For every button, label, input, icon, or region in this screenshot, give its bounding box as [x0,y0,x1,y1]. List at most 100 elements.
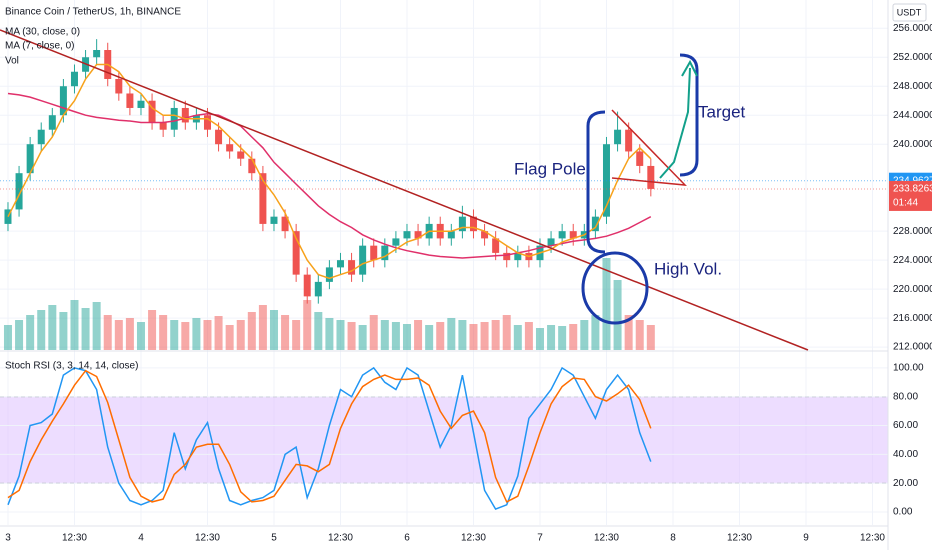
line-series [7,63,652,280]
candle-body [226,144,234,152]
volume-bar [203,320,212,350]
volume-bar [447,318,456,350]
y-tick-label: 240.0000 [893,139,932,150]
mark-layer [0,39,888,511]
candle-body [137,100,145,108]
flag-triangle [611,109,687,186]
candle-body [148,100,156,123]
volume-bar [358,325,367,350]
candle-body [514,252,522,261]
volume-bar [70,300,79,350]
x-tick-label: 6 [404,533,410,544]
candle-body [591,216,599,232]
candle-body [126,93,134,108]
candle-body [403,231,411,239]
candle-body [203,115,211,130]
price-label: 233.8263 [893,184,932,195]
volume-bar [535,328,544,350]
volume-bar [192,318,201,350]
candle-body [292,231,300,275]
x-tick-label: 12:30 [860,533,885,544]
x-tick-label: 12:30 [328,533,353,544]
candle-body [492,238,500,253]
candle-body [558,231,566,239]
candle-body [336,260,344,268]
volume-bar [136,322,145,350]
candle-body [248,158,256,174]
volume-bar [547,325,556,350]
volume-bar [303,300,312,350]
x-tick-label: 8 [670,533,676,544]
volume-bar [414,320,423,350]
volume-bar [513,325,522,350]
volume-bar [125,318,134,350]
volume-bar [402,324,411,350]
volume-bar [3,325,12,350]
line-series [7,369,652,503]
indicator-title: Stoch RSI (3, 3, 14, 14, close) [5,361,138,372]
line-series [7,366,652,511]
y-tick-label: 256.0000 [893,23,932,34]
volume-bar [524,322,533,350]
candle-body [170,107,178,130]
y-tick-label: 100.00 [893,362,924,373]
candle-body [647,165,655,189]
volume-bar [425,325,434,350]
candle-body [37,129,45,145]
candle-body [259,173,267,224]
line-series [7,92,652,259]
candle-body [115,78,123,94]
candle-body [159,122,167,130]
y-tick-label: 228.0000 [893,226,932,237]
volume-bar [81,308,90,350]
volume-bar [15,320,24,350]
candle-body [625,129,633,152]
volume-bar [181,322,190,350]
volume-bar [314,312,323,350]
x-tick-label: 3 [5,533,11,544]
unit-box [892,3,927,22]
axis-unit: USDT [897,7,922,17]
candle-body [359,245,367,275]
x-tick-label: 4 [138,533,144,544]
volume-bar [59,312,68,350]
pole-bracket [586,110,606,254]
volume-bar [170,320,179,350]
volume-bar [247,312,256,350]
candle-body [458,216,466,232]
annotation: Flag Pole [514,159,586,178]
candle-body [569,231,577,239]
volume-bar [469,324,478,350]
candle-body [447,231,455,239]
volume-bar [114,320,123,350]
volume-bar [103,315,112,350]
volume-bar [236,320,245,350]
volume-bar [159,315,168,350]
candle-body [59,86,67,116]
y-tick-label: 20.00 [893,478,918,489]
countdown: 01:44 [893,198,918,209]
volume-bar [569,324,578,350]
x-tick-label: 12:30 [594,533,619,544]
candle-body [48,115,56,130]
volume-bar [635,320,644,350]
target-arrow [659,67,691,179]
legend-entry: MA (30, close, 0) [5,27,80,38]
volume-bar [380,320,389,350]
candle-body [270,216,278,224]
volume-bar [436,322,445,350]
y-tick-label: 60.00 [893,420,918,431]
candle-body [215,129,223,145]
candle-body [503,252,511,261]
y-tick-label: 0.00 [893,507,913,518]
volume-bar [225,325,234,350]
x-tick-label: 12:30 [195,533,220,544]
volume-bar [48,305,57,350]
x-tick-label: 5 [271,533,277,544]
x-tick-label: 12:30 [62,533,87,544]
target-arrow-head [681,59,698,77]
trend-line [0,29,809,351]
candle-body [325,267,333,282]
y-tick-label: 252.0000 [893,52,932,63]
y-tick-label: 212.0000 [893,342,932,353]
